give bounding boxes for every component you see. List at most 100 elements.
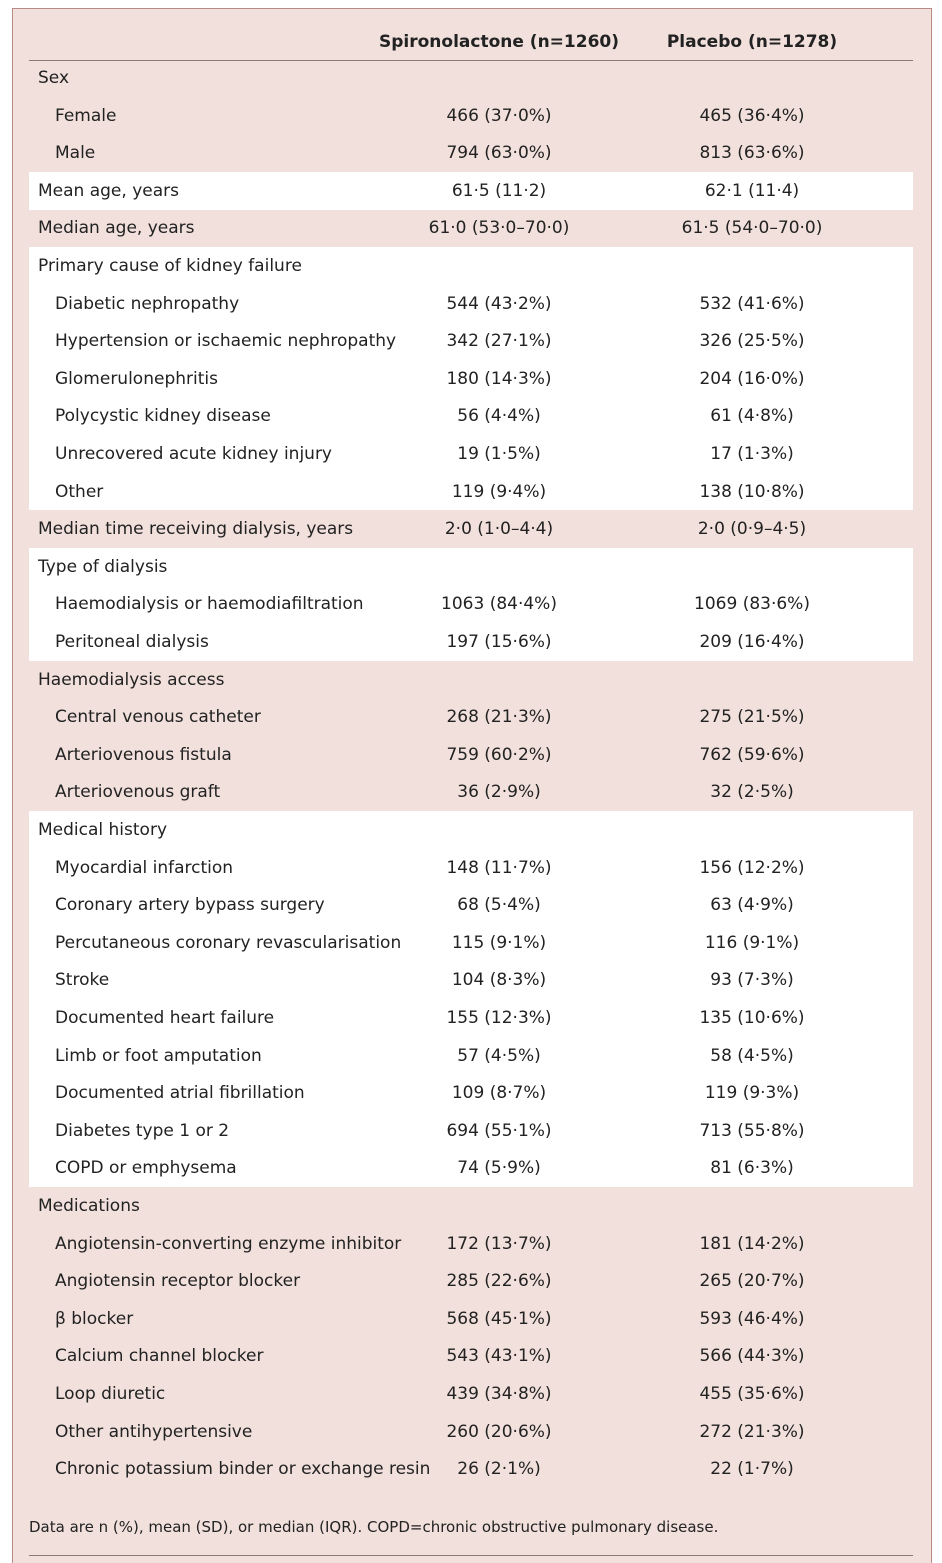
value-cell: 455 (35·6%) <box>699 1384 805 1404</box>
section-label: Medications <box>38 1196 140 1216</box>
row-label: Polycystic kidney disease <box>55 406 271 427</box>
row-label: Central venous catheter <box>55 707 261 728</box>
value-cell: 181 (14·2%) <box>699 1233 805 1254</box>
section-label: Primary cause of kidney failure <box>38 256 302 276</box>
value-cell: 61·0 (53·0–70·0) <box>428 218 570 239</box>
footnote: Data are n (%), mean (SD), or median (IQ… <box>29 1518 719 1536</box>
value-cell: 813 (63·6%) <box>699 143 805 164</box>
row-label: Documented heart failure <box>55 1008 275 1028</box>
value-cell: 265 (20·7%) <box>699 1271 805 1292</box>
value-cell: 268 (21·3%) <box>446 707 552 728</box>
value-cell: 57 (4·5%) <box>457 1045 541 1066</box>
value-cell: 713 (55·8%) <box>699 1120 805 1141</box>
value-cell: 762 (59·6%) <box>699 744 805 765</box>
value-cell: 593 (46·4%) <box>699 1308 805 1329</box>
value-cell: 119 (9·3%) <box>704 1083 800 1104</box>
value-cell: 2·0 (1·0–4·4) <box>444 519 554 540</box>
value-cell: 119 (9·4%) <box>451 481 547 502</box>
row-label: Myocardial infarction <box>55 857 234 878</box>
value-cell: 61·5 (54·0–70·0) <box>681 218 823 239</box>
value-cell: 63 (4·9%) <box>710 895 794 916</box>
value-cell: 1063 (84·4%) <box>441 594 557 615</box>
value-cell: 694 (55·1%) <box>446 1120 552 1141</box>
value-cell: 81 (6·3%) <box>710 1158 794 1179</box>
value-cell: 285 (22·6%) <box>446 1271 552 1292</box>
value-cell: 156 (12·2%) <box>699 857 805 878</box>
row-label: Haemodialysis or haemodiafiltration <box>55 594 364 615</box>
value-cell: 19 (1·5%) <box>457 444 541 464</box>
value-cell: 135 (10·6%) <box>699 1008 805 1028</box>
value-cell: 17 (1·3%) <box>710 444 794 464</box>
column-header: Placebo (n=1278) <box>666 32 838 52</box>
row-label: Arteriovenous fistula <box>55 744 232 765</box>
value-cell: 2·0 (0·9–4·5) <box>697 519 807 540</box>
value-cell: 93 (7·3%) <box>710 970 794 991</box>
value-cell: 116 (9·1%) <box>704 932 800 953</box>
row-label: Stroke <box>55 970 110 991</box>
value-cell: 104 (8·3%) <box>451 970 547 991</box>
row-label: Hypertension or ischaemic nephropathy <box>55 331 397 352</box>
row-label: Peritoneal dialysis <box>55 632 209 652</box>
section-label: Sex <box>38 68 70 88</box>
row-label: Chronic potassium binder or exchange res… <box>55 1459 431 1480</box>
value-cell: 544 (43·2%) <box>446 293 552 314</box>
row-label: COPD or emphysema <box>55 1158 237 1179</box>
row-label: Arteriovenous graft <box>55 782 221 803</box>
section-band <box>29 172 913 210</box>
bottom-rule <box>29 1555 913 1556</box>
section-label: Median time receiving dialysis, years <box>38 519 354 540</box>
section-label: Haemodialysis access <box>38 669 225 690</box>
row-label: Angiotensin-converting enzyme inhibitor <box>55 1233 402 1254</box>
value-cell: 204 (16·0%) <box>699 368 805 389</box>
header-rule <box>29 60 913 61</box>
value-cell: 759 (60·2%) <box>446 744 552 765</box>
value-cell: 26 (2·1%) <box>457 1459 541 1480</box>
section-band <box>29 811 913 1188</box>
row-label: Unrecovered acute kidney injury <box>55 444 332 464</box>
row-label: β blocker <box>55 1308 134 1329</box>
value-cell: 138 (10·8%) <box>699 481 805 502</box>
row-label: Limb or foot amputation <box>55 1045 262 1066</box>
value-cell: 466 (37·0%) <box>446 105 552 126</box>
value-cell: 209 (16·4%) <box>699 632 805 652</box>
row-label: Diabetes type 1 or 2 <box>55 1120 230 1141</box>
value-cell: 439 (34·8%) <box>446 1384 552 1404</box>
section-band <box>29 548 913 661</box>
section-band <box>29 247 913 511</box>
row-label: Glomerulonephritis <box>55 368 218 389</box>
row-label: Other antihypertensive <box>55 1421 253 1442</box>
row-label: Coronary artery bypass surgery <box>55 895 325 916</box>
value-cell: 326 (25·5%) <box>699 331 805 352</box>
value-cell: 68 (5·4%) <box>457 895 541 916</box>
value-cell: 109 (8·7%) <box>451 1083 547 1104</box>
table-panel: Spironolactone (n=1260) Placebo (n=1278)… <box>12 8 932 1563</box>
value-cell: 36 (2·9%) <box>457 782 541 803</box>
value-cell: 1069 (83·6%) <box>694 594 810 615</box>
value-cell: 197 (15·6%) <box>446 632 552 652</box>
section-label: Medical history <box>38 820 168 840</box>
value-cell: 22 (1·7%) <box>710 1459 794 1480</box>
row-label: Diabetic nephropathy <box>55 293 240 314</box>
row-label: Documented atrial fibrillation <box>55 1083 305 1104</box>
value-cell: 342 (27·1%) <box>446 331 552 352</box>
row-label: Female <box>55 105 117 126</box>
value-cell: 74 (5·9%) <box>457 1158 541 1179</box>
row-label: Percutaneous coronary revascularisation <box>55 932 402 953</box>
value-cell: 272 (21·3%) <box>699 1421 805 1442</box>
row-label: Other <box>55 481 104 502</box>
value-cell: 465 (36·4%) <box>699 105 805 126</box>
value-cell: 794 (63·0%) <box>446 143 552 164</box>
value-cell: 148 (11·7%) <box>446 857 552 878</box>
value-cell: 58 (4·5%) <box>710 1045 794 1066</box>
value-cell: 61·5 (11·2) <box>451 180 547 201</box>
value-cell: 532 (41·6%) <box>699 293 805 314</box>
row-label: Loop diuretic <box>55 1384 166 1404</box>
value-cell: 115 (9·1%) <box>451 932 547 953</box>
value-cell: 62·1 (11·4) <box>704 180 800 201</box>
value-cell: 180 (14·3%) <box>446 368 552 389</box>
section-label: Median age, years <box>38 218 195 239</box>
row-label: Angiotensin receptor blocker <box>55 1271 301 1292</box>
value-cell: 32 (2·5%) <box>710 782 794 803</box>
row-label: Calcium channel blocker <box>55 1346 264 1367</box>
